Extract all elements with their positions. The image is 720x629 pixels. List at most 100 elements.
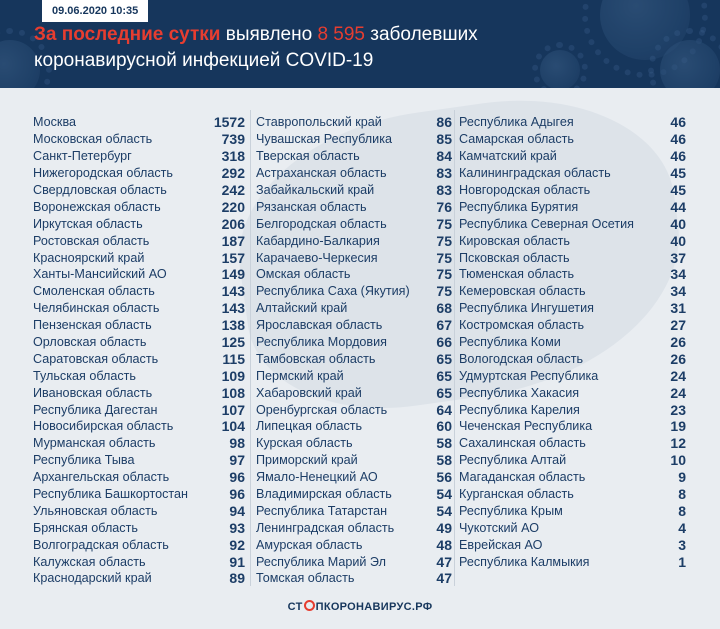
region-name: Еврейская АО <box>459 537 543 552</box>
region-row: Чеченская Республика 19 <box>459 418 686 435</box>
region-name: Республика Северная Осетия <box>459 216 634 231</box>
region-name: Республика Бурятия <box>459 199 579 214</box>
main-content: Москва 1572 Московская область 739 Санкт-Пет… <box>0 88 720 629</box>
region-row: Тамбовская область 65 <box>256 350 452 367</box>
region-name: Краснодарский край <box>33 571 152 586</box>
region-row: Курганская область 8 <box>459 486 686 503</box>
case-count: 45 <box>670 182 686 198</box>
region-name: Республика Мордовия <box>256 335 387 350</box>
region-row: Вологодская область 26 <box>459 350 686 367</box>
region-row: Республика Ингушетия 31 <box>459 300 686 317</box>
case-count: 76 <box>436 198 452 215</box>
region-name: Архангельская область <box>33 470 170 485</box>
region-row: Архангельская область 96 <box>33 469 245 486</box>
region-name: Рязанская область <box>256 199 367 214</box>
region-name: Удмуртская Республика <box>459 368 599 383</box>
region-name: Забайкальский край <box>256 183 375 197</box>
region-name: Республика Адыгея <box>459 115 574 130</box>
case-count: 34 <box>670 266 686 283</box>
region-name: Ямало-Ненецкий АО <box>256 470 378 485</box>
region-row: Республика Калмыкия 1 <box>459 553 686 570</box>
region-name: Республика Саха (Якутия) <box>256 284 410 299</box>
region-name: Республика Алтай <box>459 453 567 468</box>
stop-icon <box>303 600 315 611</box>
region-row: Республика Мордовия 66 <box>256 334 452 351</box>
region-name: Костромская область <box>459 318 585 333</box>
case-count: 83 <box>436 165 452 182</box>
region-name: Владимирская область <box>256 487 392 502</box>
region-name: Республика Тыва <box>33 453 135 468</box>
region-row: Волгоградская область 92 <box>33 536 245 553</box>
case-count: 83 <box>436 182 452 198</box>
region-name: Курская область <box>256 436 353 451</box>
case-count: 26 <box>670 350 686 367</box>
region-name: Тульская область <box>33 368 136 383</box>
regions-column-3: Республика Адыгея 46 Самарская область 46 Ка… <box>459 114 686 570</box>
region-row: Мурманская область 98 <box>33 435 245 452</box>
region-row: Ивановская область 108 <box>33 384 245 401</box>
case-count: 58 <box>436 435 452 452</box>
region-name: Омская область <box>256 267 351 282</box>
region-row: Республика Марий Эл 47 <box>256 553 452 570</box>
region-row: Липецкая область 60 <box>256 418 452 435</box>
region-name: Ханты-Мансийский АО <box>33 267 167 282</box>
region-row: Костромская область 27 <box>459 317 686 334</box>
region-name: Республика Калмыкия <box>459 554 590 569</box>
region-name: Вологодская область <box>459 351 584 366</box>
region-row: Кабардино-Балкария 75 <box>256 232 452 249</box>
case-count: 108 <box>221 384 245 401</box>
region-name: Свердловская область <box>33 183 167 197</box>
region-row: Томская область 47 <box>256 570 452 587</box>
region-row: Ставропольский край 86 <box>256 114 452 131</box>
case-count: 8 <box>678 502 686 519</box>
region-row: Республика Башкортостан 96 <box>33 486 245 503</box>
region-row: Брянская область 93 <box>33 519 245 536</box>
region-row: Алтайский край 68 <box>256 300 452 317</box>
case-count: 94 <box>229 502 245 519</box>
title-count: 8 595 <box>317 24 365 45</box>
region-name: Томская область <box>256 571 355 586</box>
case-count: 93 <box>229 519 245 536</box>
case-count: 27 <box>670 317 686 334</box>
region-row: Владимирская область 54 <box>256 486 452 503</box>
region-row: Новосибирская область 104 <box>33 418 245 435</box>
case-count: 66 <box>436 334 452 351</box>
case-count: 56 <box>436 469 452 486</box>
case-count: 54 <box>436 486 452 503</box>
region-row: Ханты-Мансийский АО 149 <box>33 266 245 283</box>
region-name: Самарская область <box>459 132 574 147</box>
region-row: Республика Карелия 23 <box>459 401 686 418</box>
region-row: Воронежская область 220 <box>33 198 245 215</box>
region-name: Курганская область <box>459 487 574 502</box>
page-title: За последние сутки выявлено 8 595 заболе… <box>34 22 634 74</box>
case-count: 143 <box>221 300 245 317</box>
region-row: Республика Саха (Якутия) 75 <box>256 283 452 300</box>
region-name: Челябинская область <box>33 301 160 316</box>
case-count: 31 <box>670 300 686 317</box>
region-name: Республика Карелия <box>459 402 580 417</box>
region-name: Новгородская область <box>459 183 591 197</box>
case-count: 65 <box>436 384 452 401</box>
region-name: Тверская область <box>256 149 360 164</box>
region-name: Республика Ингушетия <box>459 301 594 316</box>
case-count: 34 <box>670 283 686 300</box>
case-count: 8 <box>678 486 686 503</box>
region-name: Брянская область <box>33 520 138 535</box>
header-banner: 09.06.2020 10:35 За последние сутки выяв… <box>0 0 720 88</box>
case-count: 46 <box>670 131 686 148</box>
regions-column-1: Москва 1572 Московская область 739 Санкт-Пет… <box>33 114 245 587</box>
region-name: Москва <box>33 115 76 130</box>
region-name: Республика Марий Эл <box>256 554 386 569</box>
case-count: 86 <box>436 114 452 131</box>
case-count: 46 <box>670 148 686 165</box>
region-row: Кемеровская область 34 <box>459 283 686 300</box>
case-count: 44 <box>670 198 686 215</box>
case-count: 58 <box>436 452 452 469</box>
region-row: Республика Тыва 97 <box>33 452 245 469</box>
case-count: 104 <box>221 418 245 435</box>
case-count: 115 <box>222 350 245 367</box>
region-row: Тюменская область 34 <box>459 266 686 283</box>
region-name: Магаданская область <box>459 470 586 485</box>
region-name: Смоленская область <box>33 284 155 299</box>
region-name: Пермский край <box>256 368 344 383</box>
